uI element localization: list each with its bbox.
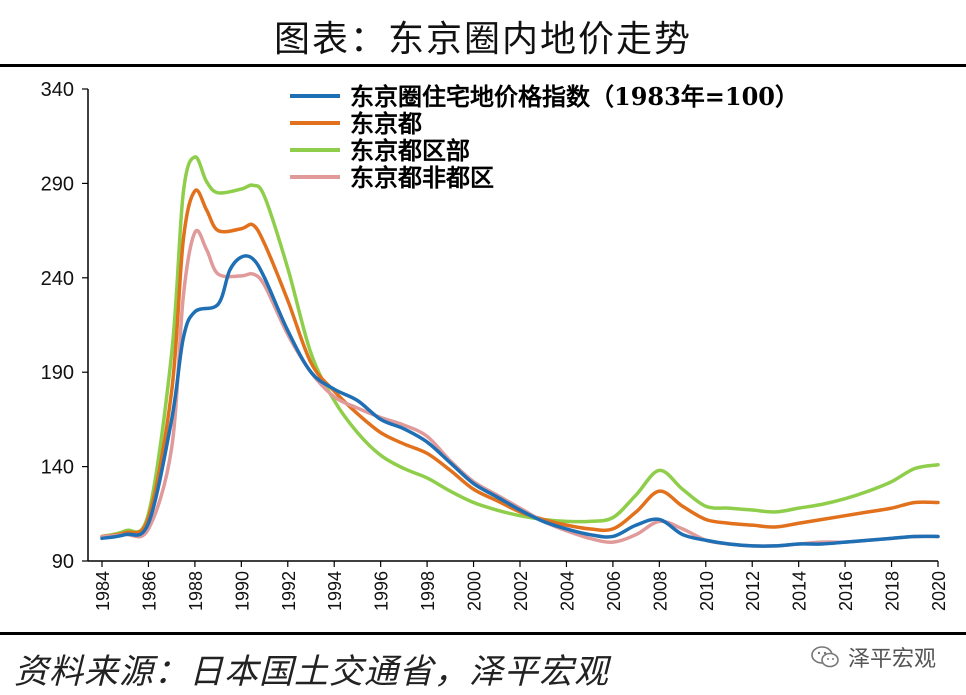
y-tick-label: 90 <box>52 551 74 573</box>
x-tick-label: 2006 <box>604 571 624 611</box>
wechat-icon <box>811 646 839 668</box>
series-lines <box>100 155 940 548</box>
x-tick-label: 1996 <box>372 571 392 611</box>
source-note: 资料来源：日本国土交通省，泽平宏观 <box>14 652 609 692</box>
page-title: 图表：东京圈内地价走势 <box>273 19 692 60</box>
y-tick-label: 140 <box>41 457 74 479</box>
legend-label: 东京圈住宅地价格指数（1983年=100） <box>350 82 799 111</box>
y-tick-label: 290 <box>41 173 74 195</box>
x-tick-label: 1998 <box>418 571 438 611</box>
legend-label: 东京都非都区 <box>350 163 494 192</box>
series-line-tokyo-metro <box>100 188 940 539</box>
legend-label: 东京都区部 <box>350 136 470 165</box>
legend-label: 东京都 <box>350 109 422 138</box>
watermark-text: 泽平宏观 <box>847 647 936 672</box>
axes: 90 140 190 240 290 340 1984 1986 1988 1990 1992 199… <box>41 79 949 611</box>
x-tick-label: 1990 <box>232 571 252 611</box>
x-tick-label: 1986 <box>139 571 159 611</box>
x-tick-label: 1992 <box>279 571 299 611</box>
x-tick-label: 2016 <box>836 571 856 611</box>
x-tick-label: 2010 <box>697 571 717 611</box>
watermark: 泽平宏观 <box>810 641 936 673</box>
x-tick-label: 1984 <box>93 571 113 611</box>
x-tick-label: 2000 <box>465 571 485 611</box>
series-line-tokyo-area <box>100 254 940 548</box>
bottom-rule <box>0 632 966 635</box>
x-tick-label: 1994 <box>325 571 345 611</box>
x-tick-label: 2008 <box>650 571 670 611</box>
y-tick-label: 240 <box>41 268 74 290</box>
x-tick-label: 2014 <box>790 571 810 611</box>
top-rule <box>0 64 966 67</box>
x-tick-label: 1988 <box>186 571 206 611</box>
x-tick-label: 2020 <box>929 571 949 611</box>
x-tick-label: 2002 <box>511 571 531 611</box>
series-line-tokyo-wards <box>100 155 940 539</box>
y-tick-label: 340 <box>41 79 74 101</box>
x-tick-label: 2018 <box>883 571 903 611</box>
y-tick-label: 190 <box>41 362 74 384</box>
x-tick-label: 2012 <box>743 571 763 611</box>
x-tick-label: 2004 <box>557 571 577 611</box>
